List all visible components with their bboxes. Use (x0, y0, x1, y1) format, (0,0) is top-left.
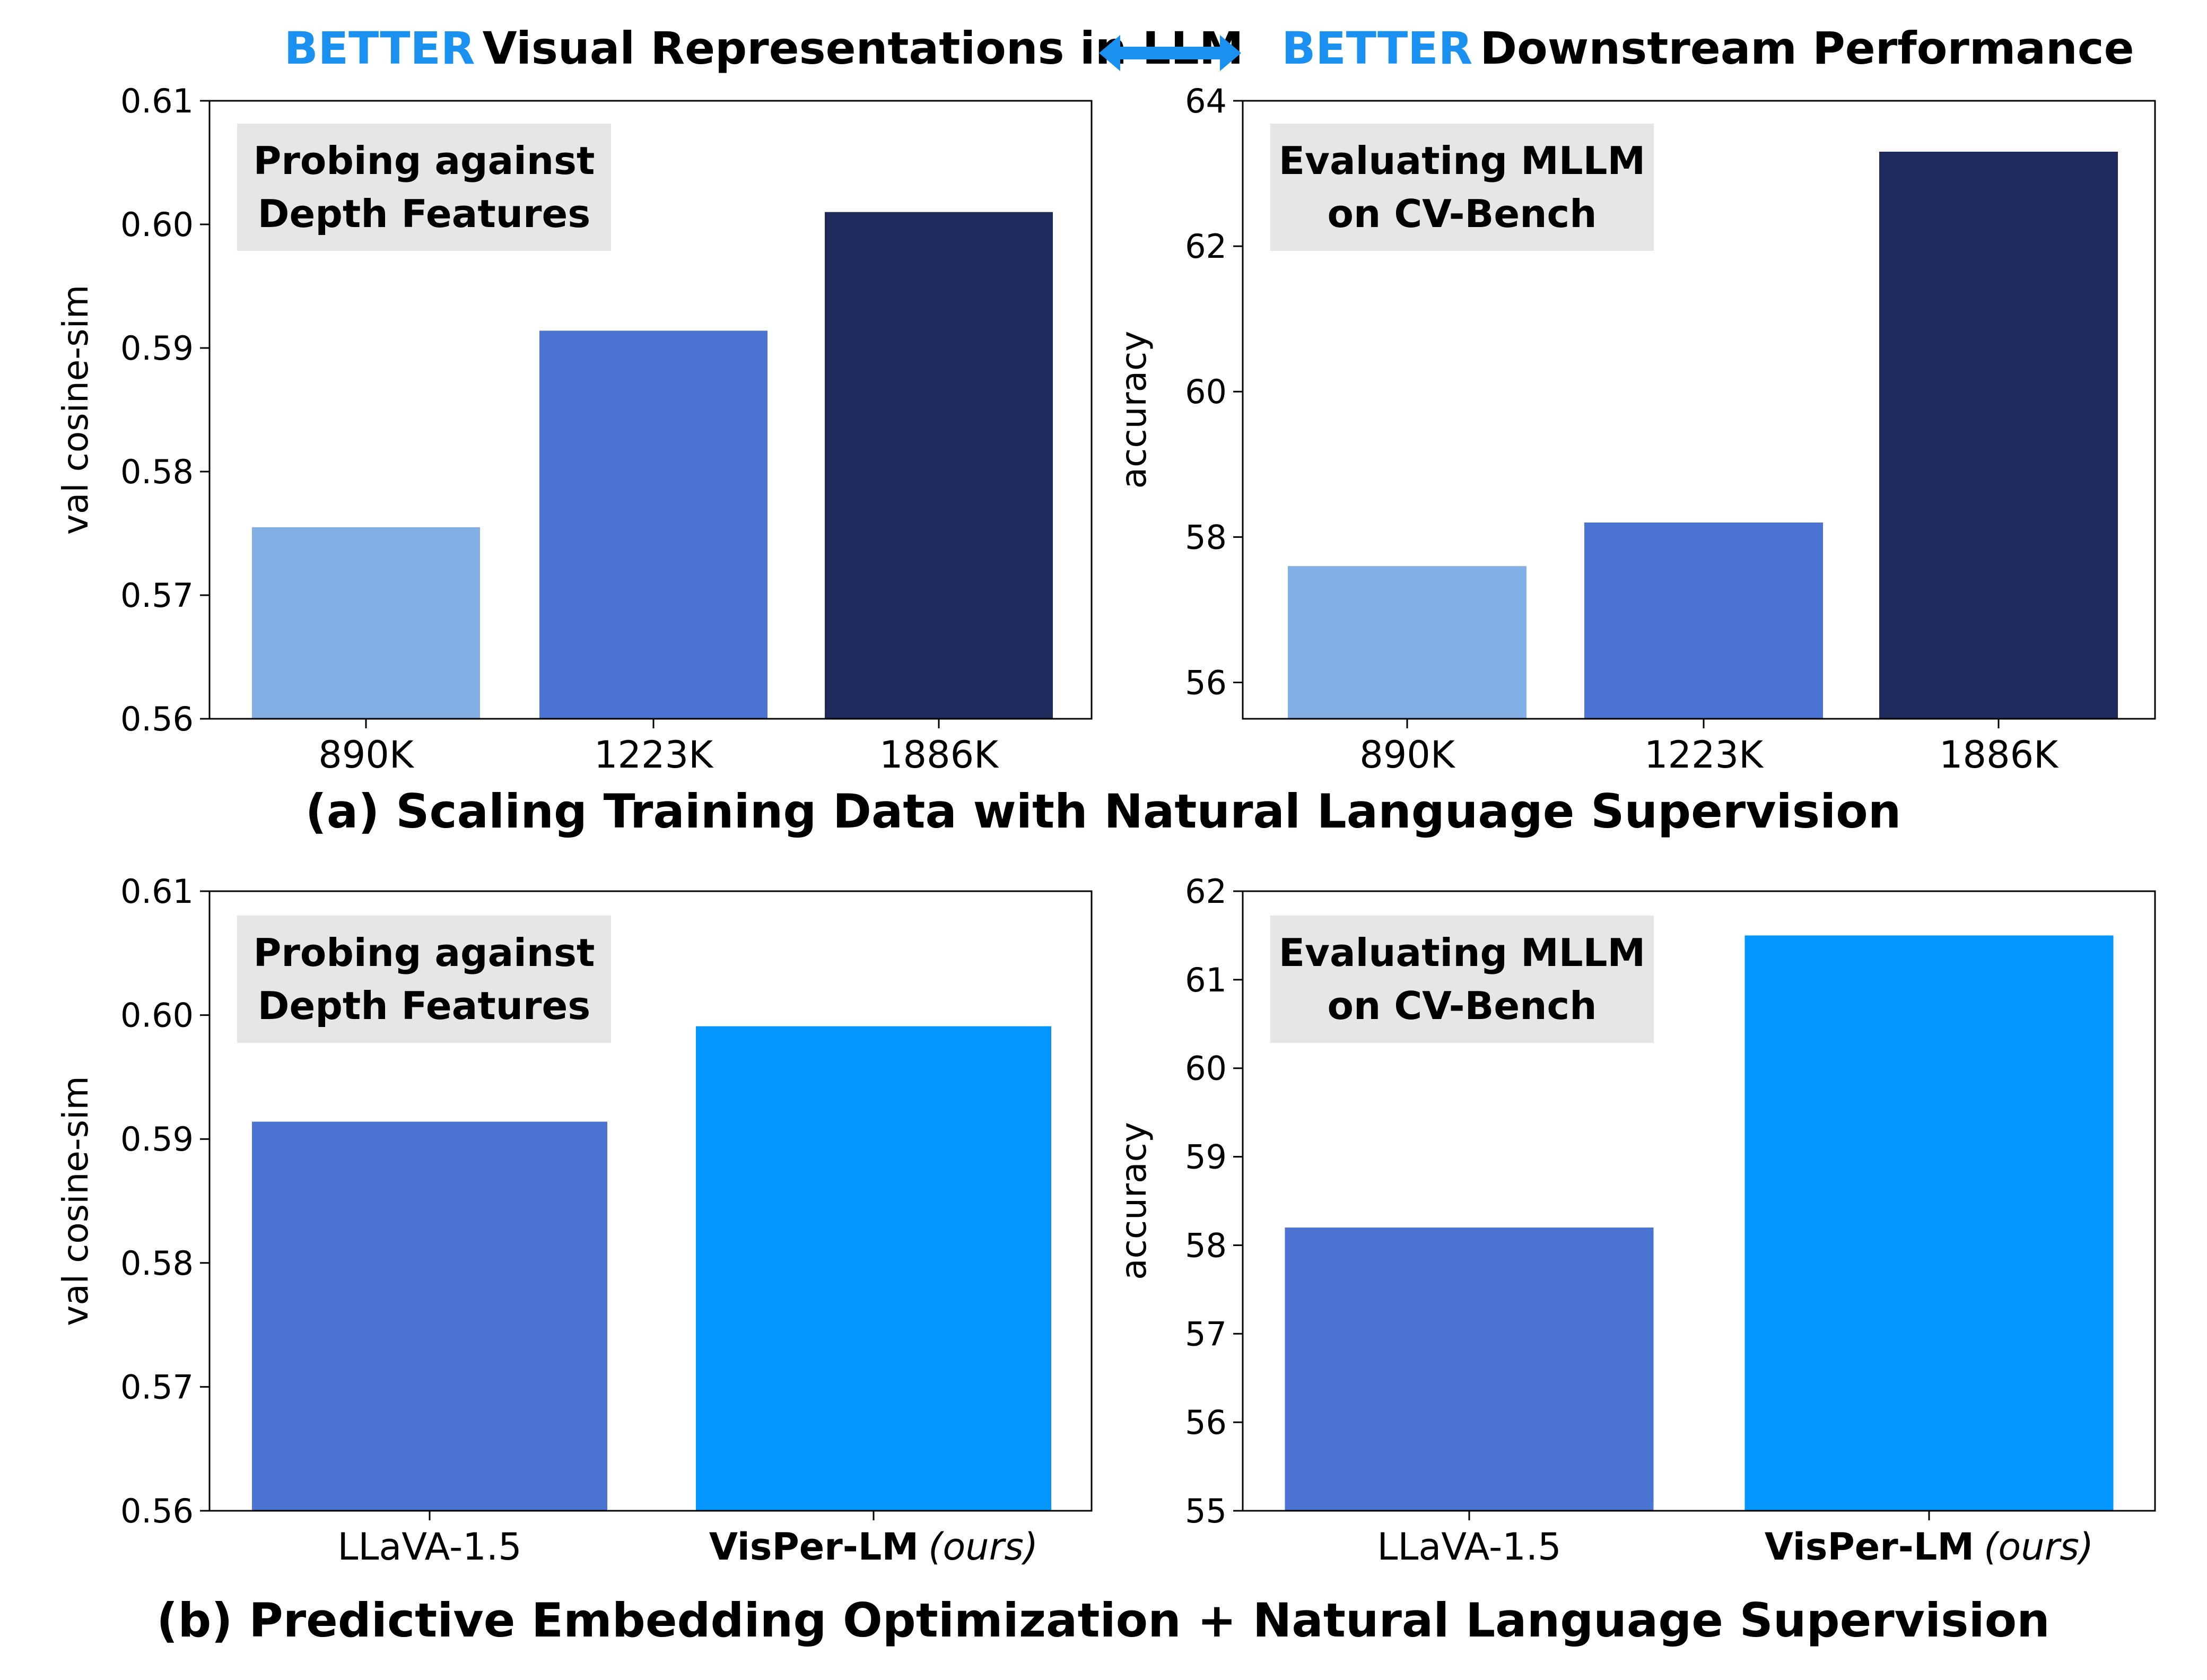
x-tick-label-suffix: (ours) (1984, 1525, 2093, 1569)
bar-1223k (539, 330, 767, 719)
header-right: BETTER Downstream Performance (1281, 22, 2134, 74)
annotation-line: on CV-Bench (1328, 983, 1597, 1028)
y-tick-label: 57 (1185, 1315, 1227, 1353)
y-tick-label: 0.58 (120, 452, 194, 491)
y-tick-label: 0.60 (120, 205, 194, 244)
y-axis-label: accuracy (1113, 1122, 1154, 1280)
y-tick-label: 58 (1185, 1226, 1227, 1265)
y-tick-label: 60 (1185, 372, 1227, 411)
header-right-text: Downstream Performance (1480, 22, 2134, 74)
y-tick-label: 0.61 (120, 872, 194, 911)
y-tick-label: 0.57 (120, 576, 194, 615)
plot-frame (208, 890, 1093, 1512)
double-arrow-icon (1099, 35, 1241, 71)
bar-1886k (1879, 151, 2118, 719)
x-tick-label-suffix: (ours) (928, 1525, 1038, 1569)
y-axis-label: accuracy (1113, 331, 1154, 489)
y-tick-label: 0.57 (120, 1368, 194, 1406)
x-tick-label-main: 1223K (594, 733, 714, 777)
y-tick-label: 0.59 (120, 329, 194, 368)
x-tick-label: 1223K (1644, 733, 1764, 777)
y-tick-label: 0.58 (120, 1244, 194, 1283)
bar-890k (1288, 566, 1526, 719)
header-left-accent: BETTER (284, 22, 475, 74)
plot-frame (1242, 100, 2156, 720)
y-tick-label: 58 (1185, 518, 1227, 556)
annotation-line: on CV-Bench (1328, 191, 1597, 236)
bar-1886k (825, 212, 1053, 719)
caption-b: (b) Predictive Embedding Optimization + … (156, 1593, 2050, 1648)
annotation-line: Depth Features (258, 983, 590, 1028)
x-tick-label-main: 890K (1359, 733, 1456, 777)
plot-frame (1242, 890, 2156, 1512)
chart-a-left: 0.56 0.57 0.58 0.59 0.60 0.61 890K 1223K 1886K va… (55, 82, 1093, 777)
y-tick-label: 60 (1185, 1049, 1227, 1088)
x-tick-label: 1886K (1939, 733, 2059, 777)
x-tick-label-main: 1886K (1939, 733, 2059, 777)
x-tick-label: VisPer-LM (ours) (709, 1525, 1038, 1569)
annotation-line: Probing against (254, 138, 595, 183)
x-tick-label: 890K (1359, 733, 1456, 777)
bar-llava-1-5 (252, 1121, 607, 1511)
annotation-box (237, 124, 611, 251)
x-tick-label-main: VisPer-LM (709, 1525, 919, 1569)
x-tick-label: VisPer-LM (ours) (1765, 1525, 2093, 1569)
x-tick-label-main: 1886K (879, 733, 999, 777)
annotation-box (1270, 124, 1654, 251)
x-tick-label-main: 1223K (1644, 733, 1764, 777)
annotation-line: Depth Features (258, 191, 590, 236)
y-tick-label: 56 (1185, 663, 1227, 702)
y-tick-label: 0.60 (120, 996, 194, 1035)
bar-visper-lm (1744, 935, 2114, 1511)
x-tick-label: LLaVA-1.5 (1377, 1525, 1561, 1569)
bar-llava-1-5 (1285, 1228, 1654, 1511)
y-tick-label: 55 (1185, 1492, 1227, 1530)
x-tick-label-main: VisPer-LM (1765, 1525, 1974, 1569)
header-right-accent: BETTER (1281, 22, 1472, 74)
x-tick-label: 1223K (594, 733, 714, 777)
y-tick-label: 62 (1185, 227, 1227, 266)
caption-a: (a) Scaling Training Data with Natural L… (306, 784, 1901, 839)
y-axis-label: val cosine-sim (55, 285, 96, 535)
y-tick-label: 0.61 (120, 82, 194, 120)
chart-b-right: 55 56 57 58 59 60 61 62 LLaVA-1.5 VisPer-LM (ours)… (1113, 872, 2156, 1569)
chart-b-left: 0.56 0.57 0.58 0.59 0.60 0.61 LLaVA-1.5 VisPer-… (55, 872, 1093, 1569)
plot-frame (208, 100, 1093, 720)
x-tick-label-main: 890K (318, 733, 415, 777)
y-axis-label: val cosine-sim (55, 1076, 96, 1326)
annotation-line: Probing against (254, 930, 595, 975)
x-tick-label-main: LLaVA-1.5 (1377, 1525, 1561, 1569)
x-tick-label-main: LLaVA-1.5 (337, 1525, 521, 1569)
x-tick-label: LLaVA-1.5 (337, 1525, 521, 1569)
x-tick-label: 1886K (879, 733, 999, 777)
y-tick-label: 61 (1185, 961, 1227, 999)
y-tick-label: 0.56 (120, 1492, 194, 1530)
chart-a-right: 56 58 60 62 64 890K 1223K 1886K accuracy Evaluati… (1113, 82, 2156, 777)
annotation-box (1270, 916, 1654, 1043)
y-tick-label: 0.59 (120, 1120, 194, 1159)
y-tick-label: 56 (1185, 1403, 1227, 1442)
bar-1223k (1584, 522, 1823, 719)
bar-890k (252, 527, 480, 719)
y-tick-label: 59 (1185, 1138, 1227, 1177)
annotation-box (237, 916, 611, 1043)
y-tick-label: 0.56 (120, 700, 194, 738)
bar-visper-lm (696, 1026, 1051, 1511)
annotation-line: Evaluating MLLM (1279, 138, 1645, 183)
y-tick-label: 62 (1185, 872, 1227, 911)
annotation-line: Evaluating MLLM (1279, 930, 1645, 975)
header-left: BETTER Visual Representations in LLM (284, 22, 1244, 74)
x-tick-label: 890K (318, 733, 415, 777)
y-tick-label: 64 (1185, 82, 1227, 120)
